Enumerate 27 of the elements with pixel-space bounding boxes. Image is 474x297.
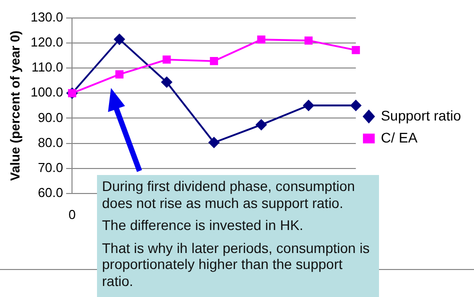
point [257,35,266,44]
legend-label: Support ratio [380,107,462,124]
y-tick-label: 110.0 [32,60,64,75]
point [114,34,125,45]
y-tick-label: 60.0 [38,184,64,200]
annotation: During first dividend phase, consumption does not rise as much as support ratio. [102,178,356,211]
y-tick-label: 100.0 [30,84,64,100]
legend-label: C/ EA [380,129,418,146]
text: That is why ih later periods, consumption is proportionately higher than the support ratio. [102,240,371,289]
y-tick-label: 130.0 [30,10,64,25]
point [304,36,313,45]
point [161,76,172,88]
point [115,70,124,78]
y-tick-label: 80.0 [38,134,64,150]
point [303,100,314,111]
y-axis-title: Value (percent of year 0) [7,30,22,181]
point [210,57,218,66]
y-tick-label: 70.0 [38,160,64,175]
y-tick-label: 90.0 [38,110,64,125]
point [350,100,362,111]
x-tick-label: 0 [68,206,76,222]
text: The difference is invested in HK. [102,217,304,234]
point [162,56,171,64]
point [352,46,360,54]
point [208,137,220,148]
point [256,119,267,130]
y-tick-label: 120.0 [30,34,64,50]
